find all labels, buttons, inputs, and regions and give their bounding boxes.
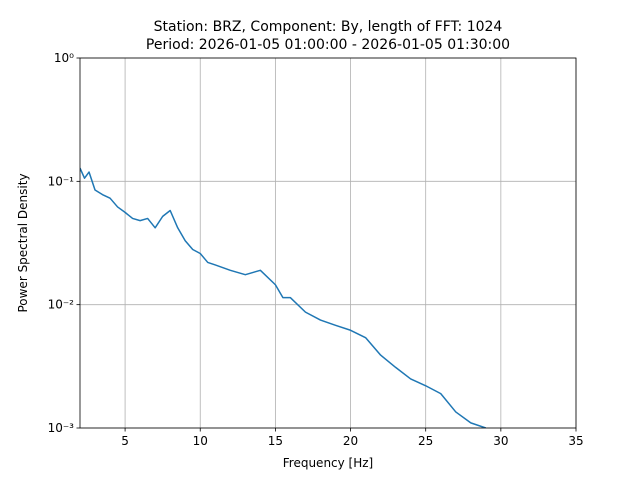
y-tick-label: 10⁻³ xyxy=(48,421,75,435)
plot-area xyxy=(80,167,487,428)
x-axis-label: Frequency [Hz] xyxy=(283,456,374,470)
x-tick-label: 25 xyxy=(418,434,433,448)
y-axis-label: Power Spectral Density xyxy=(16,173,30,312)
chart-title: Station: BRZ, Component: By, length of F… xyxy=(154,19,503,35)
x-tick-label: 10 xyxy=(193,434,208,448)
y-tick-label: 10⁻² xyxy=(48,298,75,312)
y-tick-label: 10⁰ xyxy=(54,51,74,65)
chart-subtitle: Period: 2026-01-05 01:00:00 - 2026-01-05… xyxy=(146,37,510,53)
axes-frame xyxy=(79,57,577,429)
x-tick-label: 5 xyxy=(121,434,129,448)
series-line xyxy=(80,167,487,428)
x-tick-label: 30 xyxy=(493,434,508,448)
x-tick-label: 15 xyxy=(268,434,283,448)
x-tick-label: 35 xyxy=(568,434,583,448)
y-tick-label: 10⁻¹ xyxy=(48,174,75,188)
x-tick-label: 20 xyxy=(343,434,358,448)
ticks: 5 10 15 20 25 30 35 10⁻³ 10⁻² 10⁻¹ 10⁰ xyxy=(48,51,584,448)
